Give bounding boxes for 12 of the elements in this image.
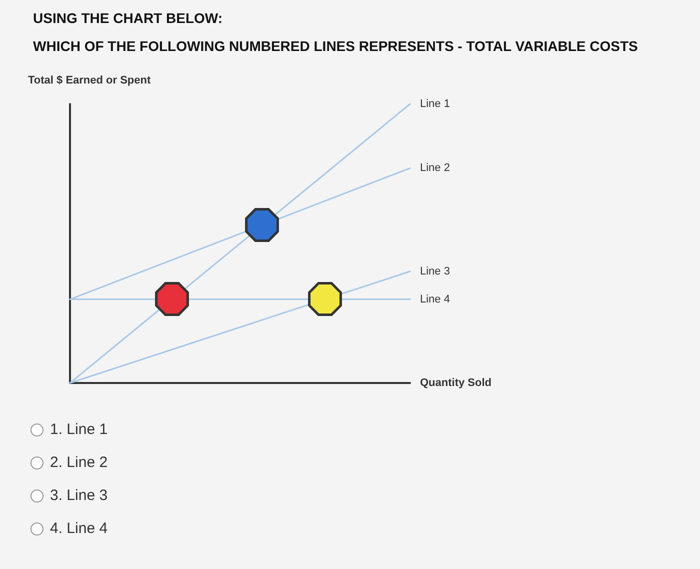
x-axis-title: Quantity Sold	[420, 377, 492, 389]
chart-title: USING THE CHART BELOW:	[33, 10, 223, 26]
text: 3. Line 3	[50, 487, 108, 504]
series-label: Line 1	[420, 98, 450, 110]
y-axis-title: Total $ Earned or Spent	[28, 74, 151, 86]
text: 2. Line 2	[50, 454, 108, 471]
chart-subtitle: WHICH OF THE FOLLOWING NUMBERED LINES REPRESENTS - TOTAL VARIABLE COSTS	[33, 38, 638, 54]
series-label: Line 3	[420, 265, 450, 278]
series-label: Line 4	[420, 293, 450, 306]
text: 1. Line 1	[50, 421, 108, 438]
text: 4. Line 4	[50, 520, 108, 537]
series-label: Line 2	[420, 162, 450, 174]
